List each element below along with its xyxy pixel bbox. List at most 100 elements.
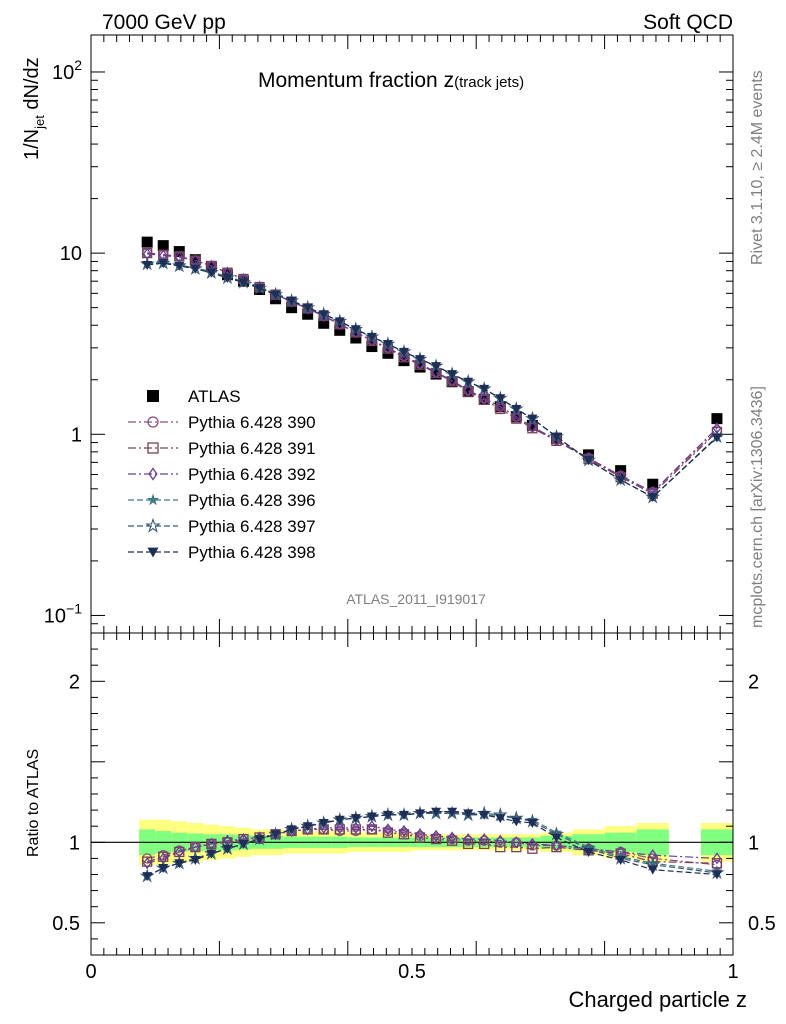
ratio-y-tick-label-right: 2: [748, 671, 759, 693]
ratio-data-point: [398, 829, 410, 840]
data-point: [350, 325, 361, 335]
ratio-data-point: [286, 825, 297, 835]
data-point: [189, 254, 201, 266]
ratio-data-point: [463, 809, 474, 819]
ratio-data-point: [550, 826, 563, 838]
series-line: [147, 261, 718, 498]
data-point: [479, 392, 489, 405]
ratio-data-point: [446, 835, 458, 846]
ratio-data-point: [270, 830, 281, 840]
legend-label: Pythia 6.428 396: [188, 491, 316, 510]
ratio-y-tick-label-right: 1: [748, 832, 759, 854]
ratio-data-point: [318, 818, 329, 828]
ratio-data-point: [142, 872, 153, 882]
data-point: [495, 403, 506, 415]
data-point: [479, 384, 490, 394]
ratio-data-point: [582, 841, 595, 852]
data-point: [206, 268, 217, 278]
data-point: [238, 278, 249, 288]
ratio-data-point: [431, 829, 441, 842]
data-point: [512, 410, 521, 423]
data-point: [647, 493, 658, 503]
ratio-data-point: [430, 833, 442, 845]
data-point: [142, 260, 153, 270]
mcplots-label: mcplots.cern.ch [arXiv:1306.3436]: [749, 386, 766, 628]
ratio-data-point: [615, 856, 626, 866]
ratio-data-point: [190, 856, 201, 866]
ratio-data-point: [367, 820, 377, 833]
legend-marker: [147, 390, 159, 402]
ratio-data-point: [254, 835, 265, 845]
ratio-data-point: [463, 832, 473, 846]
data-point: [286, 296, 297, 306]
ratio-series-line: [146, 811, 717, 877]
ratio-data-point: [415, 828, 425, 841]
data-point: [398, 347, 409, 357]
ratio-y-tick-label-right: 0.5: [748, 913, 776, 935]
ratio-data-point: [495, 834, 505, 847]
series-6: [142, 259, 722, 503]
chart-title: Momentum fraction z(track jets): [258, 69, 524, 92]
data-point: [526, 419, 538, 431]
data-point: [495, 394, 506, 404]
y-tick-label: 10: [60, 243, 82, 265]
ratio-data-point: [495, 814, 506, 824]
series-line: [147, 262, 718, 498]
series-line: [147, 262, 718, 498]
ratio-data-point: [415, 809, 426, 819]
legend-label: Pythia 6.428 398: [188, 543, 316, 562]
x-tick-label: 0: [85, 961, 96, 983]
data-point: [174, 261, 185, 271]
legend-marker: [147, 442, 159, 454]
ratio-data-point: [647, 857, 659, 869]
main-panel: 10−1 1 10 102: [44, 35, 734, 634]
data-point: [302, 303, 313, 313]
ratio-data-point: [334, 815, 345, 825]
ratio-data-point: [447, 807, 458, 817]
legend-label: Pythia 6.428 392: [188, 465, 316, 484]
analysis-id: ATLAS_2011_I919017: [346, 591, 486, 607]
ratio-data-point: [383, 823, 393, 836]
legend-marker: [148, 467, 158, 481]
data-point: [551, 432, 562, 442]
data-point: [414, 361, 426, 373]
data-point: [711, 413, 723, 425]
data-point: [366, 332, 377, 342]
ratio-data-point: [366, 824, 378, 835]
ratio-data-point: [512, 836, 521, 849]
ratio-data-point: [142, 857, 152, 870]
ratio-data-point: [431, 807, 442, 817]
x-tick-label: 0.5: [398, 961, 426, 983]
ratio-data-point: [527, 818, 538, 828]
data-point: [528, 420, 537, 433]
ratio-data-point: [447, 831, 457, 844]
ratio-data-point: [511, 817, 522, 827]
x-tick-label: 1: [727, 961, 738, 983]
data-point: [647, 478, 659, 490]
legend-label: ATLAS: [188, 387, 241, 406]
ratio-data-point: [174, 859, 185, 869]
ratio-data-point: [495, 841, 506, 853]
ratio-data-point: [398, 810, 409, 820]
data-point: [318, 310, 329, 320]
ratio-frame: [90, 632, 734, 956]
ratio-data-point: [414, 832, 426, 843]
legend-label: Pythia 6.428 391: [188, 439, 316, 458]
ratio-data-point: [479, 832, 489, 846]
data-point: [511, 413, 522, 424]
data-point: [157, 240, 169, 252]
data-point: [495, 400, 505, 413]
ratio-data-point: [222, 844, 233, 854]
ratio-data-point: [712, 852, 722, 865]
series-2: [142, 247, 723, 499]
ratio-y-tick-label: 1: [69, 832, 80, 854]
data-point: [447, 370, 458, 380]
header-right: Soft QCD: [643, 11, 733, 34]
data-point: [382, 340, 393, 350]
y-tick-label: 1: [71, 424, 82, 446]
ratio-data-point: [158, 864, 169, 874]
ratio-series-line: [147, 828, 717, 866]
data-point: [511, 404, 522, 414]
data-point: [318, 317, 330, 329]
legend-label: Pythia 6.428 397: [188, 517, 316, 536]
